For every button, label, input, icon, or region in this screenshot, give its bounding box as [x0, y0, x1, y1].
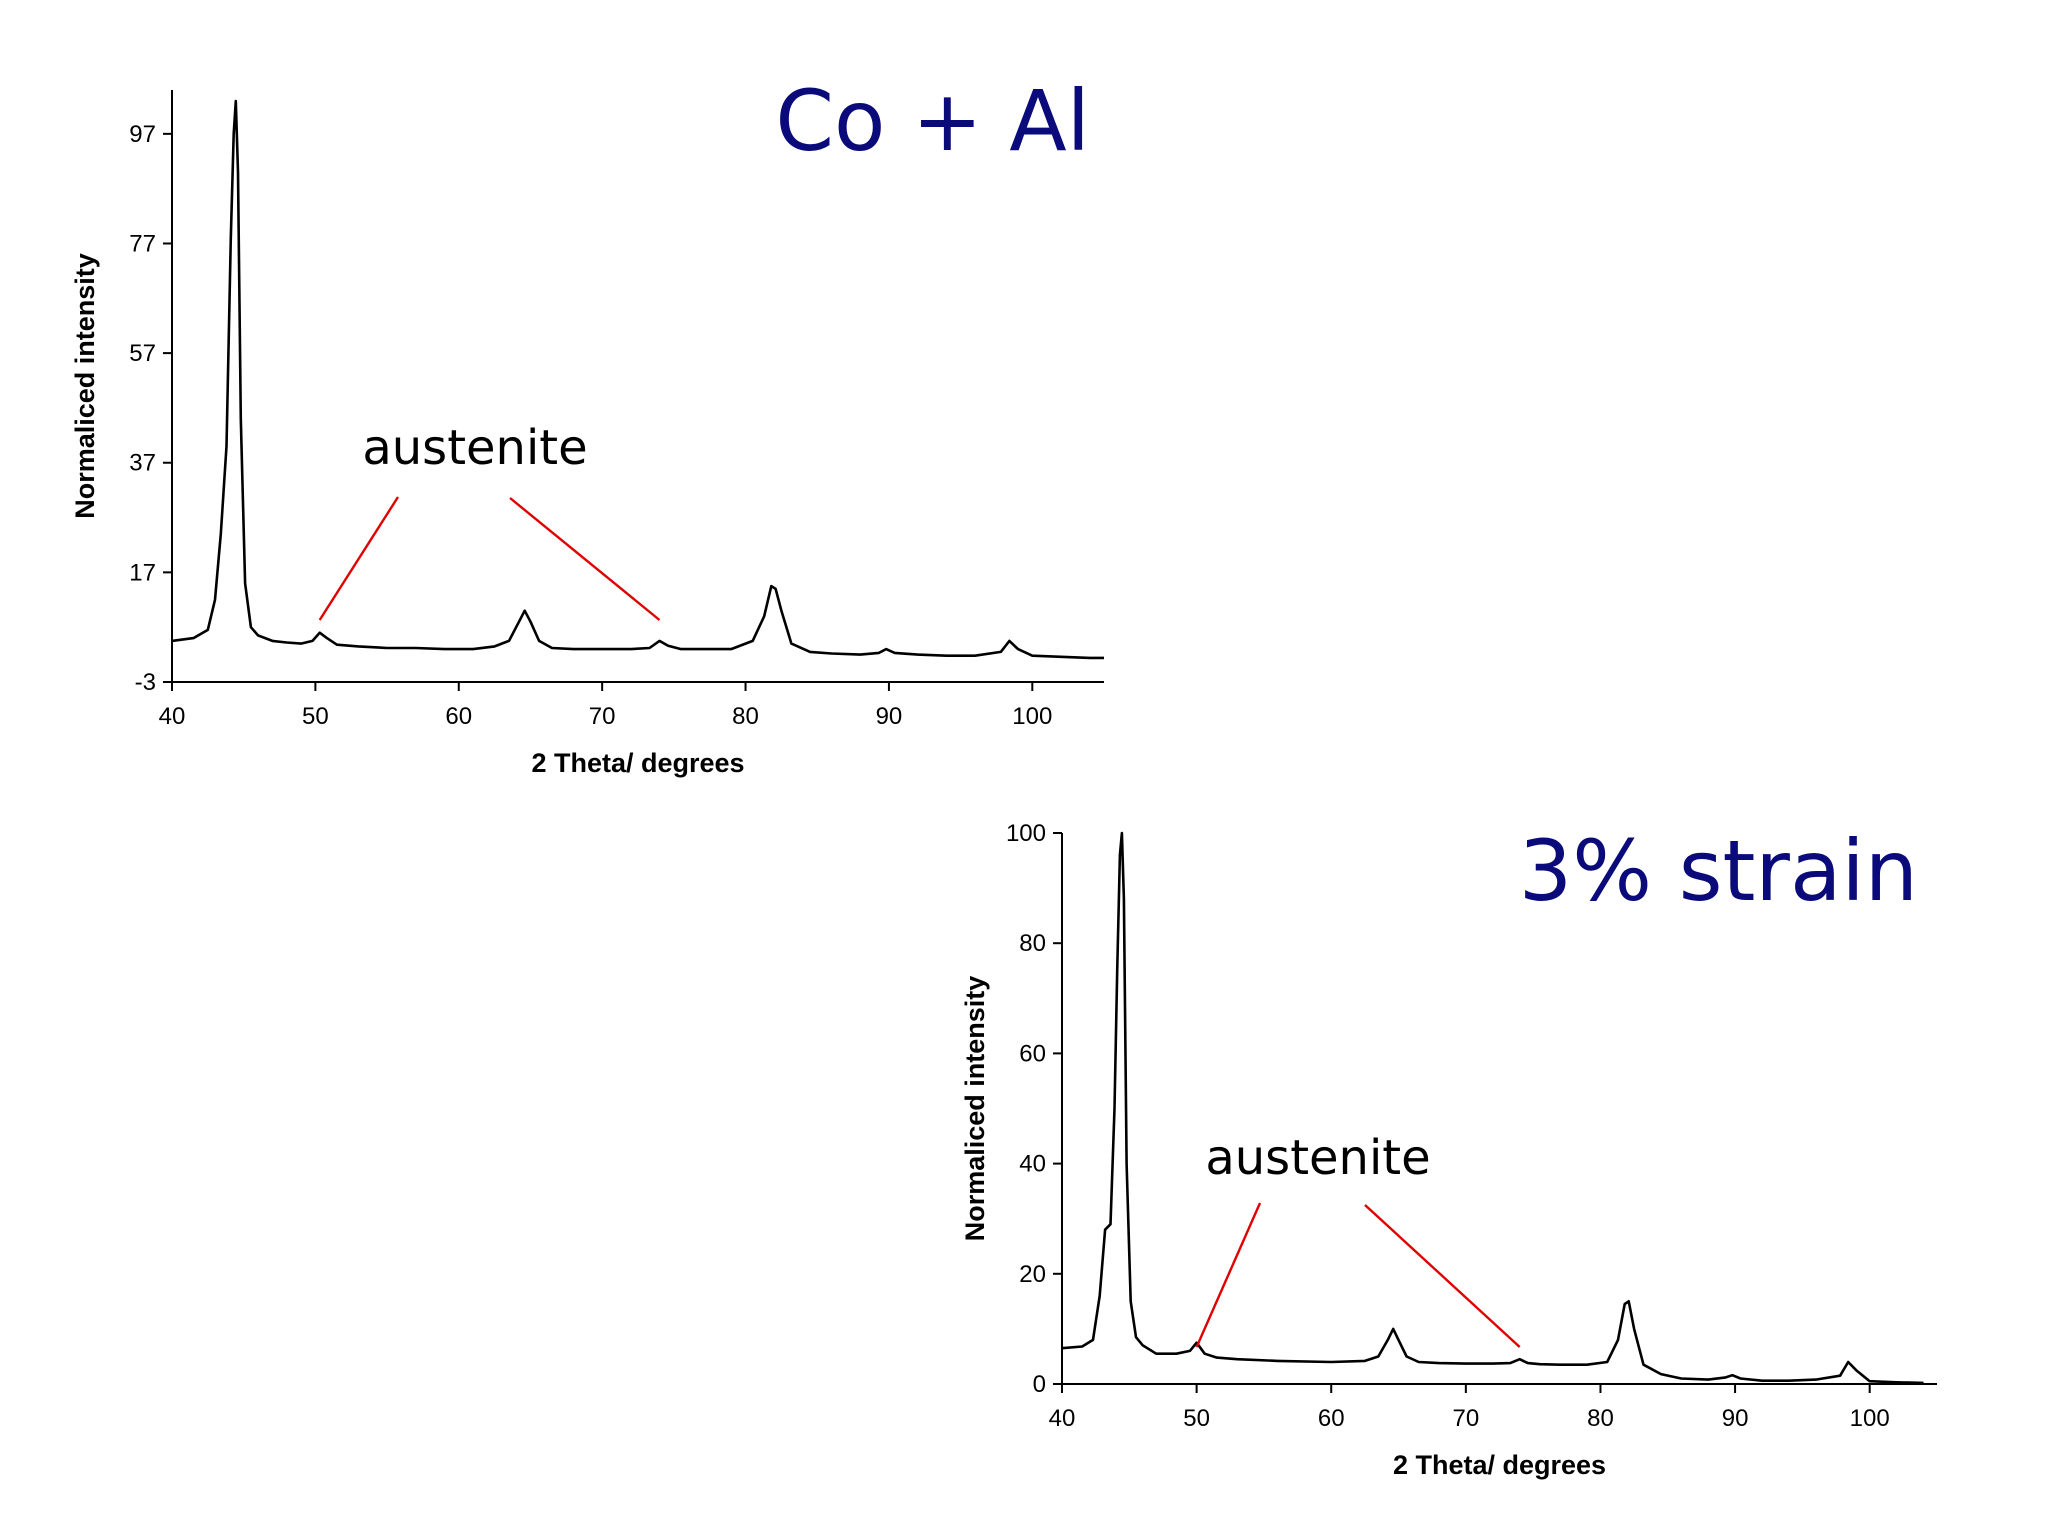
y-tick-label: 0 [1033, 1371, 1046, 1398]
y-axis-label: Normaliced intensity [70, 253, 100, 519]
x-tick-label: 50 [302, 703, 329, 730]
y-tick-label: 77 [129, 230, 156, 257]
y-axis-label: Normaliced intensity [960, 976, 990, 1242]
x-axis-label: 2 Theta/ degrees [531, 748, 744, 778]
chart-title: Co + Al [775, 72, 1090, 170]
x-tick-label: 90 [876, 703, 903, 730]
y-tick-label: 80 [1019, 930, 1046, 957]
x-tick-label: 80 [732, 703, 759, 730]
chart-title: 3% strain [1519, 822, 1918, 920]
y-tick-label: 17 [129, 559, 156, 586]
x-tick-label: 40 [159, 703, 186, 730]
y-tick-label: 60 [1019, 1040, 1046, 1067]
annotation-pointer-line [318, 496, 400, 621]
xrd-pattern-line [1061, 831, 1924, 1385]
x-tick-label: 100 [1012, 703, 1052, 730]
annotation-pointer-line [1195, 1202, 1262, 1348]
annotation-pointer-line [1364, 1204, 1521, 1348]
x-tick-label: 40 [1049, 1405, 1076, 1432]
y-tick-label: 100 [1006, 820, 1046, 847]
y-tick-label: -3 [135, 669, 156, 696]
chart-3pct-strain: 40 50 60 70 80 90 100 0 20 40 60 80 100 2 Theta/ degr… [960, 820, 1937, 1480]
x-tick-label: 90 [1722, 1405, 1749, 1432]
austenite-annotation: austenite [362, 420, 587, 476]
y-tick-label: 97 [129, 121, 156, 148]
annotation-pointer-line [509, 497, 661, 621]
x-tick-label: 70 [589, 703, 616, 730]
x-axis-label: 2 Theta/ degrees [1393, 1450, 1606, 1480]
x-tick-label: 60 [1318, 1405, 1345, 1432]
y-tick-label: 40 [1019, 1151, 1046, 1178]
y-tick-label: 37 [129, 450, 156, 477]
x-tick-label: 50 [1183, 1405, 1210, 1432]
y-tick-label: 57 [129, 340, 156, 367]
xrd-pattern-line [171, 99, 1104, 660]
x-tick-label: 100 [1850, 1405, 1890, 1432]
x-tick-label: 60 [445, 703, 472, 730]
x-tick-label: 70 [1452, 1405, 1479, 1432]
x-tick-label: 80 [1587, 1405, 1614, 1432]
y-tick-label: 20 [1019, 1261, 1046, 1288]
chart-co-al: 40 50 60 70 80 90 100 -3 17 37 57 77 97 2 Theta/ degr… [70, 72, 1104, 778]
austenite-annotation: austenite [1205, 1130, 1430, 1186]
